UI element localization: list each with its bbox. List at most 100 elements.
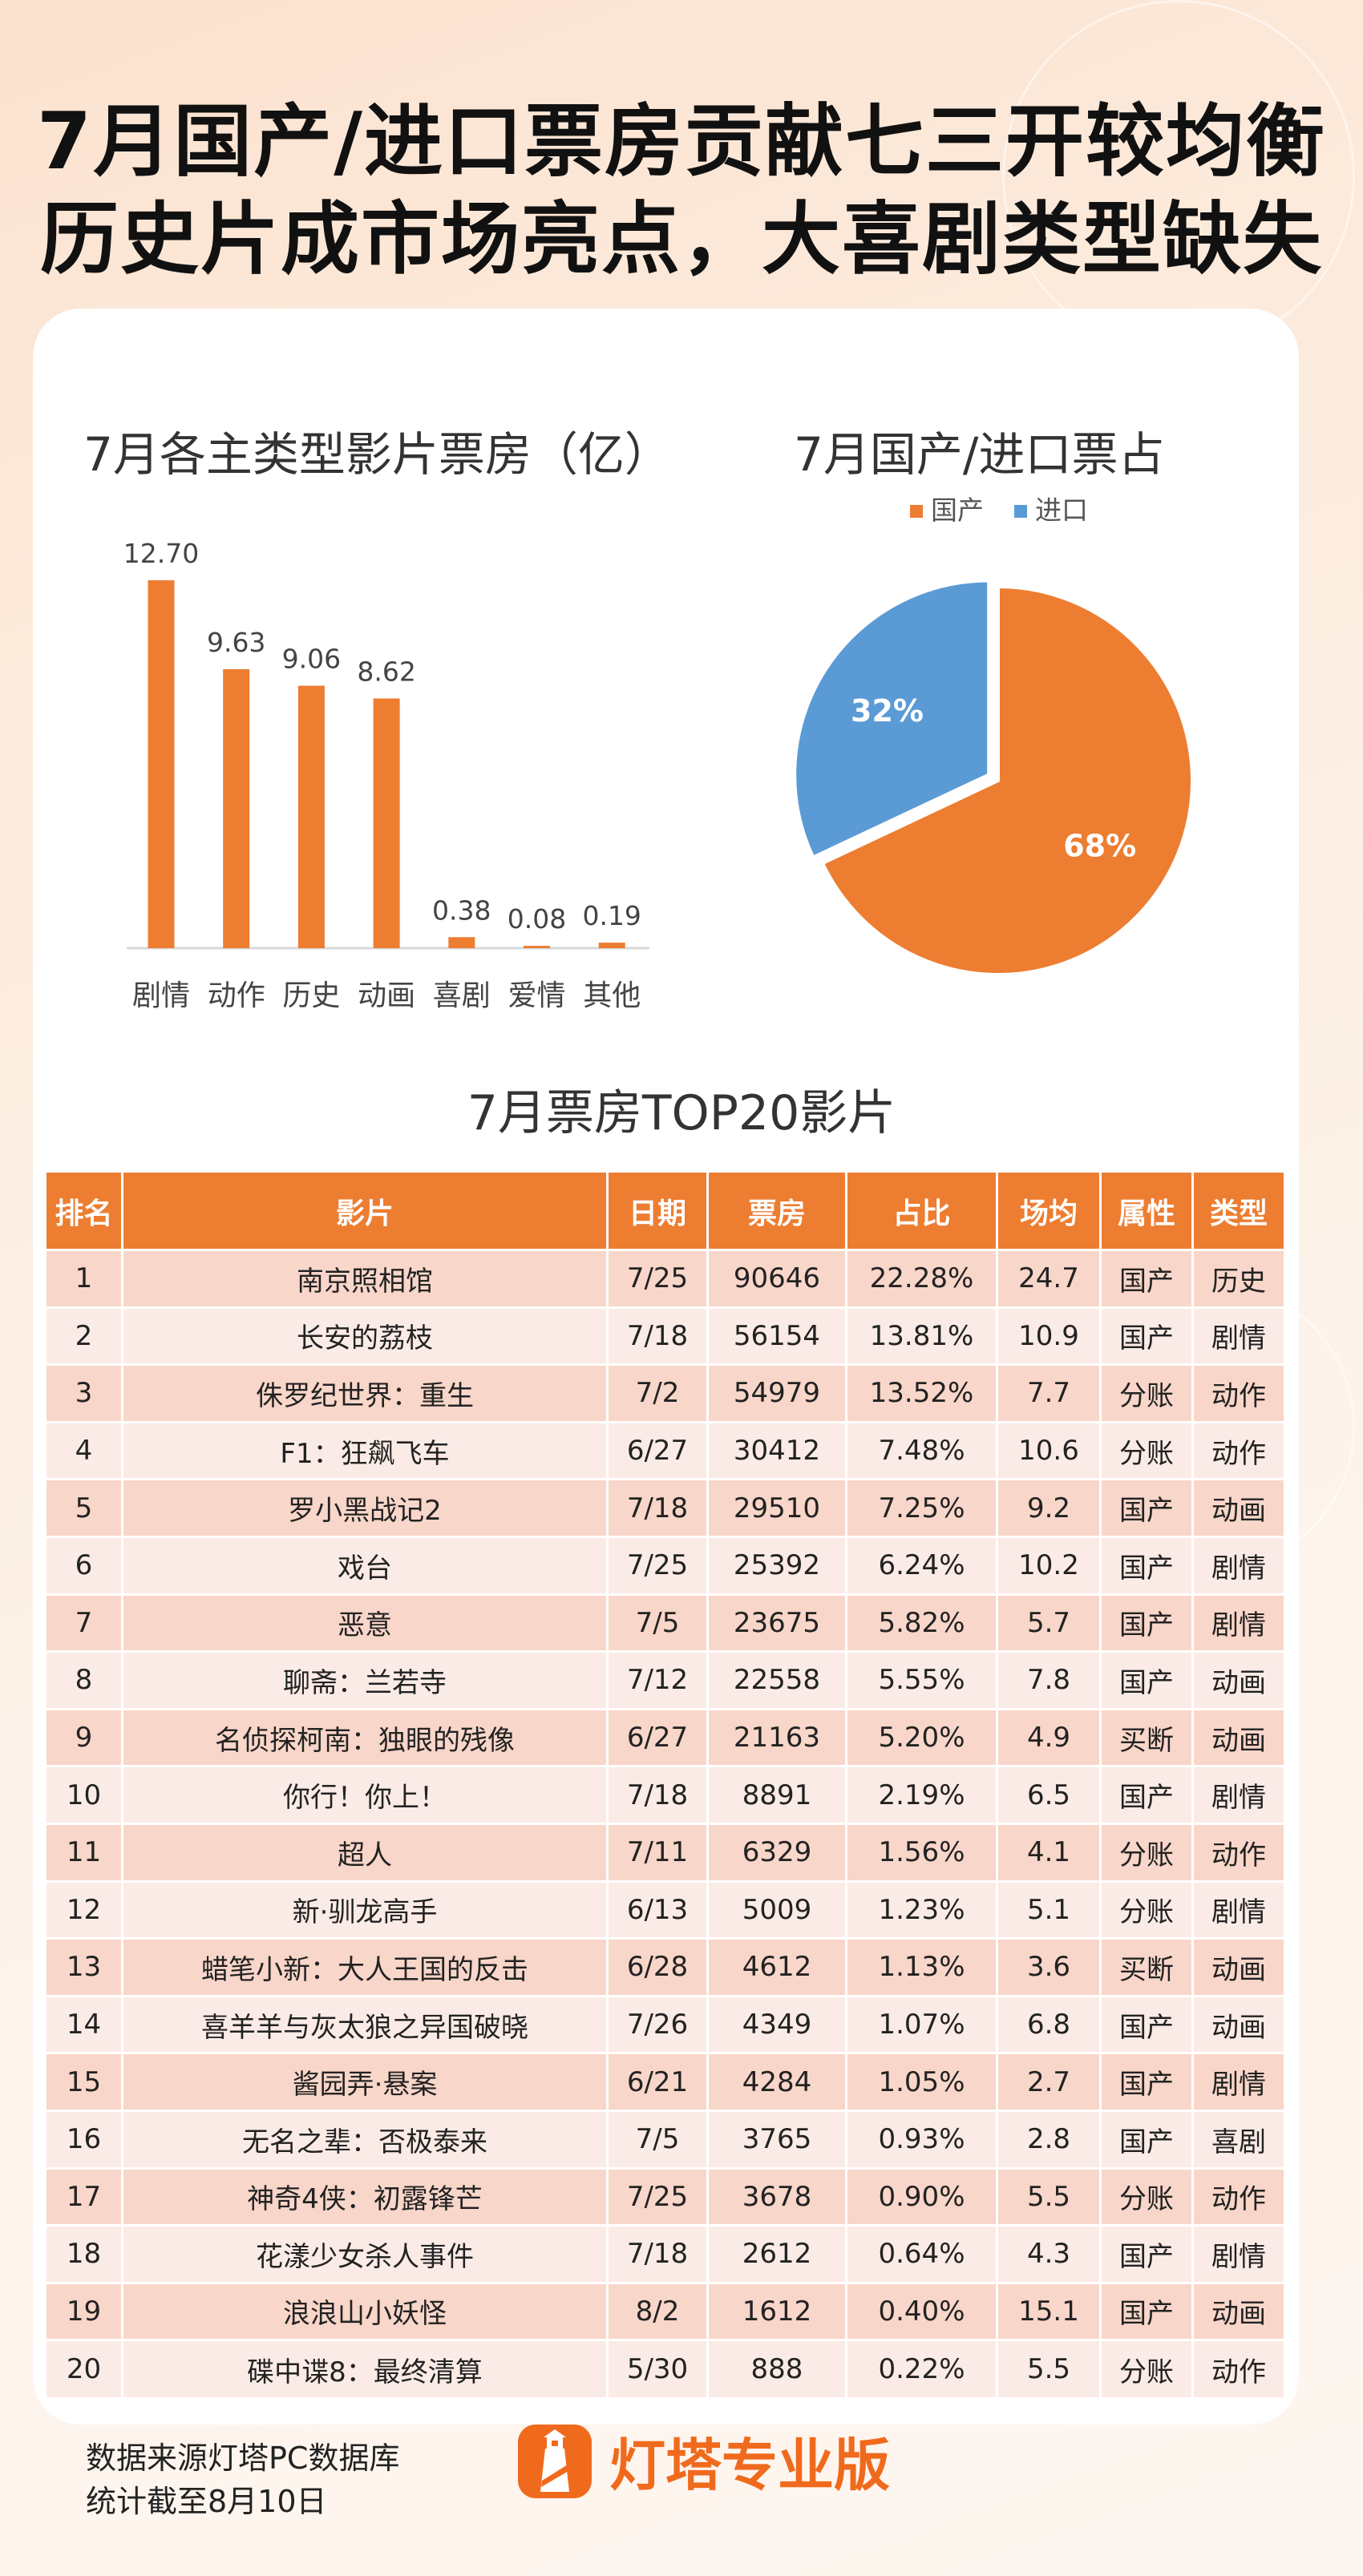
table-cell: 29510 bbox=[706, 1478, 847, 1537]
table-cell: 8891 bbox=[706, 1765, 847, 1824]
table-cell: 7/25 bbox=[606, 1535, 709, 1595]
table-cell: 剧情 bbox=[1191, 1880, 1286, 1939]
table-cell: 6 bbox=[44, 1535, 123, 1595]
table-cell: 18 bbox=[44, 2224, 123, 2283]
bar-value-label: 9.06 bbox=[282, 644, 341, 675]
table-cell: 喜剧 bbox=[1191, 2109, 1286, 2168]
pie-chart: 国产 进口 68% 32% bbox=[793, 495, 1194, 976]
table-cell: 南京照相馆 bbox=[121, 1249, 609, 1308]
x-tick-label: 喜剧 bbox=[433, 979, 491, 1012]
table-cell: 11 bbox=[44, 1822, 123, 1882]
table-row: 12 新·驯龙高手 6/13 5009 1.23% 5.1 分账 剧情 bbox=[44, 1880, 1286, 1939]
table-cell: 5009 bbox=[706, 1880, 847, 1939]
table-cell: 2.7 bbox=[996, 2052, 1102, 2111]
table-cell: 国产 bbox=[1099, 1994, 1194, 2053]
lighthouse-icon bbox=[518, 2424, 592, 2498]
table-cell: 21163 bbox=[706, 1707, 847, 1766]
table-cell: 酱园弄·悬案 bbox=[121, 2052, 609, 2111]
table-cell: 4 bbox=[44, 1420, 123, 1480]
table-cell: 888 bbox=[706, 2339, 847, 2398]
table-cell: 花漾少女杀人事件 bbox=[121, 2224, 609, 2283]
column-header: 排名 bbox=[44, 1170, 123, 1251]
table-cell: 侏罗纪世界：重生 bbox=[121, 1363, 609, 1423]
table-row: 11 超人 7/11 6329 1.56% 4.1 分账 动作 bbox=[44, 1822, 1286, 1882]
table-cell: 国产 bbox=[1099, 1306, 1194, 1365]
table-cell: 动作 bbox=[1191, 1363, 1286, 1423]
table-cell: 超人 bbox=[121, 1822, 609, 1882]
table-cell: 7/5 bbox=[606, 1593, 709, 1652]
table-cell: 剧情 bbox=[1191, 1306, 1286, 1365]
table-cell: 国产 bbox=[1099, 1593, 1194, 1652]
table-cell: 戏台 bbox=[121, 1535, 609, 1595]
table-row: 20 碟中谍8：最终清算 5/30 888 0.22% 5.5 分账 动作 bbox=[44, 2339, 1286, 2398]
table-cell: 分账 bbox=[1099, 2339, 1194, 2398]
table-cell: 54979 bbox=[706, 1363, 847, 1423]
table-cell: 喜羊羊与灰太狼之异国破晓 bbox=[121, 1994, 609, 2053]
table-cell: 4612 bbox=[706, 1937, 847, 1997]
table-cell: 4.3 bbox=[996, 2224, 1102, 2283]
table-cell: 0.90% bbox=[845, 2166, 998, 2226]
table-cell: 7/25 bbox=[606, 2166, 709, 2226]
table-cell: 10.2 bbox=[996, 1535, 1102, 1595]
table-cell: 7/18 bbox=[606, 2224, 709, 2283]
table-cell: 56154 bbox=[706, 1306, 847, 1365]
x-tick-label: 其他 bbox=[583, 979, 641, 1012]
legend-swatch bbox=[1014, 505, 1027, 518]
table-row: 18 花漾少女杀人事件 7/18 2612 0.64% 4.3 国产 剧情 bbox=[44, 2224, 1286, 2283]
table-row: 1 南京照相馆 7/25 90646 22.28% 24.7 国产 历史 bbox=[44, 1249, 1286, 1308]
table-cell: 6/21 bbox=[606, 2052, 709, 2111]
legend-label: 进口 bbox=[1035, 495, 1088, 526]
table-cell: 1 bbox=[44, 1249, 123, 1308]
table-cell: 分账 bbox=[1099, 2166, 1194, 2226]
bar-chart-title: 7月各主类型影片票房（亿） bbox=[83, 427, 671, 482]
table-row: 4 F1：狂飙飞车 6/27 30412 7.48% 10.6 分账 动作 bbox=[44, 1420, 1286, 1480]
table-cell: 新·驯龙高手 bbox=[121, 1880, 609, 1939]
table-cell: 剧情 bbox=[1191, 2224, 1286, 2283]
table-cell: 1.13% bbox=[845, 1937, 998, 1997]
table-cell: 5.7 bbox=[996, 1593, 1102, 1652]
table-row: 16 无名之辈：否极泰来 7/5 3765 0.93% 2.8 国产 喜剧 bbox=[44, 2109, 1286, 2168]
table-cell: 6.5 bbox=[996, 1765, 1102, 1824]
table-cell: 5 bbox=[44, 1478, 123, 1537]
bar-value-label: 0.38 bbox=[432, 894, 491, 926]
bar-value-label: 12.70 bbox=[123, 538, 199, 569]
table-cell: 22.28% bbox=[845, 1249, 998, 1308]
table-row: 10 你行！你上！ 7/18 8891 2.19% 6.5 国产 剧情 bbox=[44, 1765, 1286, 1824]
table-cell: 国产 bbox=[1099, 2109, 1194, 2168]
table-cell: 10 bbox=[44, 1765, 123, 1824]
bar-爱情 bbox=[524, 946, 550, 948]
table-cell: 13 bbox=[44, 1937, 123, 1997]
table-cell: 30412 bbox=[706, 1420, 847, 1480]
brand-logo: 灯塔专业版 bbox=[518, 2421, 890, 2501]
table-row: 17 神奇4侠：初露锋芒 7/25 3678 0.90% 5.5 分账 动作 bbox=[44, 2166, 1286, 2226]
table-row: 13 蜡笔小新：大人王国的反击 6/28 4612 1.13% 3.6 买断 动画 bbox=[44, 1937, 1286, 1997]
table-cell: 6.24% bbox=[845, 1535, 998, 1595]
table-cell: 3765 bbox=[706, 2109, 847, 2168]
table-cell: 7 bbox=[44, 1593, 123, 1652]
table-cell: 4.1 bbox=[996, 1822, 1102, 1882]
column-header: 属性 bbox=[1099, 1170, 1194, 1251]
table-row: 14 喜羊羊与灰太狼之异国破晓 7/26 4349 1.07% 6.8 国产 动画 bbox=[44, 1994, 1286, 2053]
table-cell: 8 bbox=[44, 1650, 123, 1710]
table-cell: 买断 bbox=[1099, 1937, 1194, 1997]
table-cell: 7/2 bbox=[606, 1363, 709, 1423]
pie-slice-label: 32% bbox=[851, 693, 924, 729]
table-cell: 15.1 bbox=[996, 2281, 1102, 2340]
table-cell: 0.64% bbox=[845, 2224, 998, 2283]
table-row: 8 聊斋：兰若寺 7/12 22558 5.55% 7.8 国产 动画 bbox=[44, 1650, 1286, 1710]
table-cell: 8/2 bbox=[606, 2281, 709, 2340]
table-cell: 7.7 bbox=[996, 1363, 1102, 1423]
table-cell: 5/30 bbox=[606, 2339, 709, 2398]
footer-note: 数据来源灯塔PC数据库 统计截至8月10日 bbox=[86, 2437, 399, 2523]
table-cell: 动作 bbox=[1191, 1822, 1286, 1882]
table-cell: 名侦探柯南：独眼的残像 bbox=[121, 1707, 609, 1766]
x-tick-label: 历史 bbox=[282, 979, 340, 1012]
table-cell: 国产 bbox=[1099, 1650, 1194, 1710]
table-cell: 2.8 bbox=[996, 2109, 1102, 2168]
table-cell: 剧情 bbox=[1191, 1593, 1286, 1652]
table-cell: 6/27 bbox=[606, 1420, 709, 1480]
table-cell: 分账 bbox=[1099, 1363, 1194, 1423]
table-cell: F1：狂飙飞车 bbox=[121, 1420, 609, 1480]
table-cell: 神奇4侠：初露锋芒 bbox=[121, 2166, 609, 2226]
table-cell: 动画 bbox=[1191, 1994, 1286, 2053]
